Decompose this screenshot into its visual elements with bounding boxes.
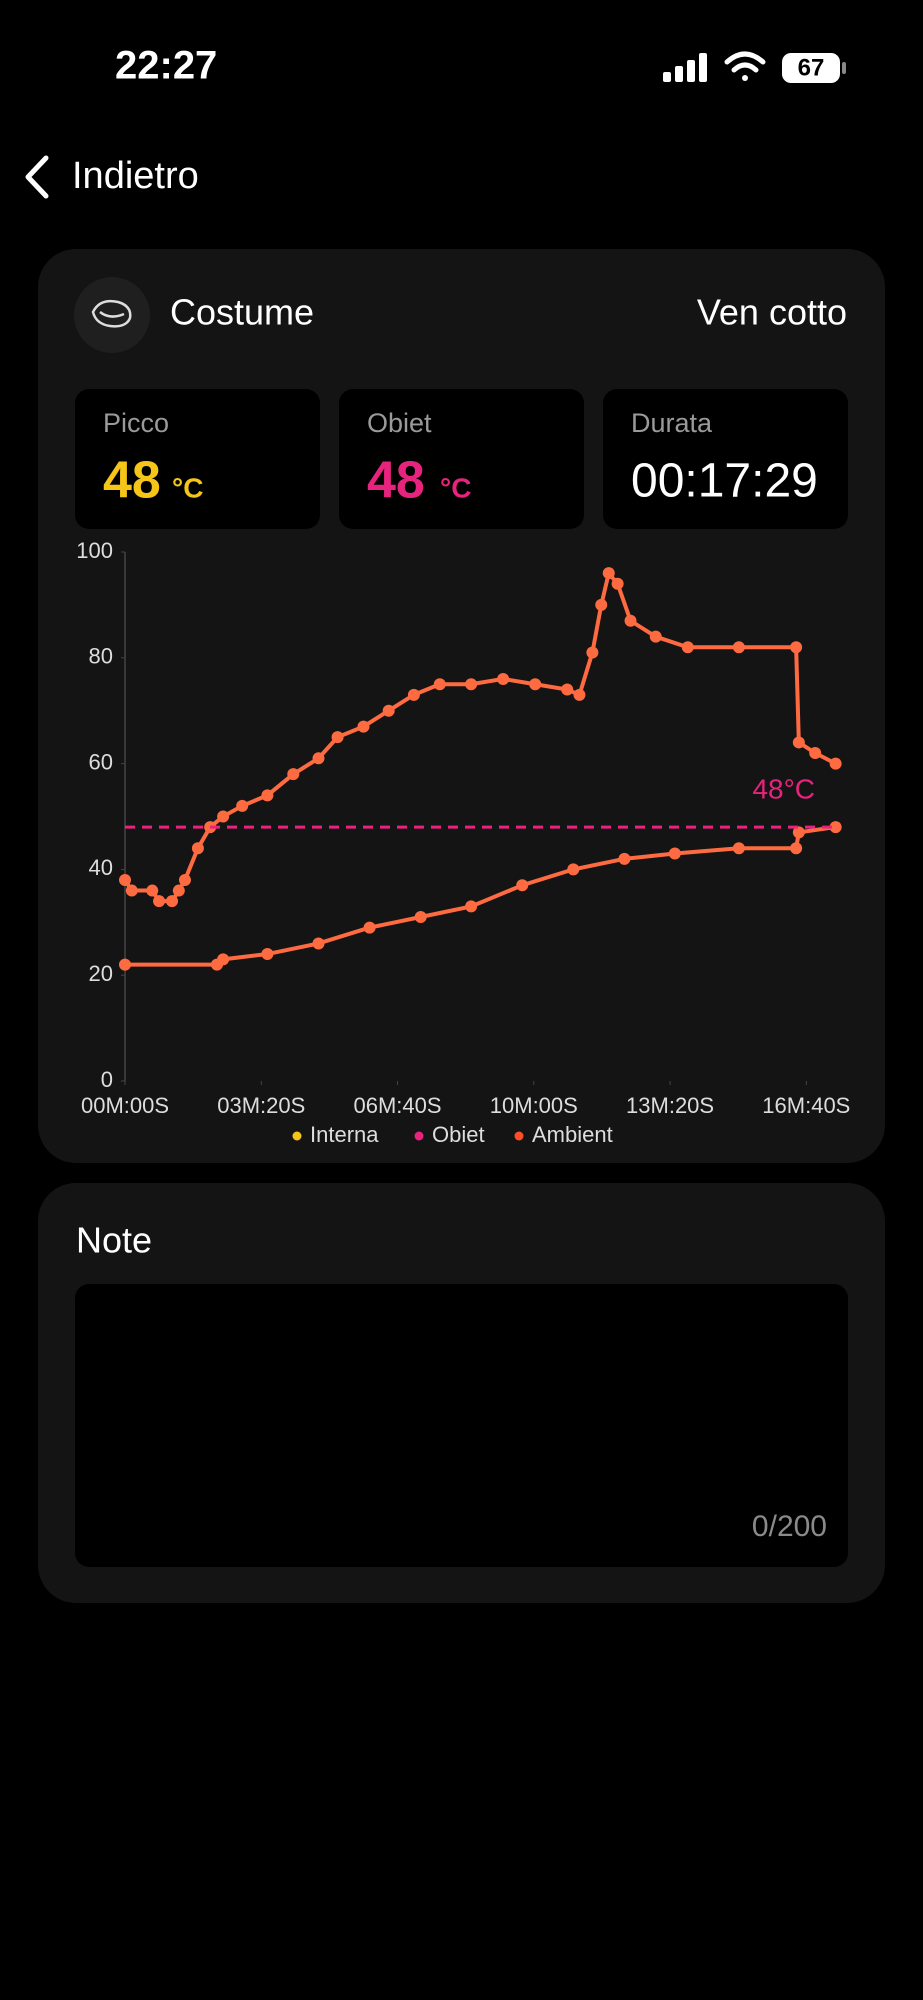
data-point bbox=[382, 704, 395, 717]
data-point bbox=[732, 842, 745, 855]
data-point bbox=[611, 577, 624, 590]
stat-value: 48 bbox=[103, 452, 161, 510]
data-point bbox=[217, 810, 230, 823]
data-point bbox=[681, 641, 694, 654]
data-point bbox=[191, 842, 204, 855]
data-point bbox=[166, 895, 179, 908]
data-point bbox=[146, 884, 159, 897]
legend-label: Interna bbox=[310, 1122, 379, 1147]
target-label: 48°C bbox=[752, 773, 815, 804]
meat-icon bbox=[91, 299, 132, 328]
stat-unit: °C bbox=[172, 472, 203, 503]
data-point bbox=[529, 678, 542, 691]
data-point bbox=[602, 567, 615, 580]
note-counter: 0/200 bbox=[752, 1510, 827, 1543]
y-tick-label: 20 bbox=[89, 961, 113, 986]
x-tick-label: 16M:40S bbox=[762, 1093, 850, 1118]
data-point bbox=[357, 720, 370, 733]
data-point bbox=[809, 747, 822, 760]
stat-value: 00:17:29 bbox=[631, 455, 818, 508]
data-point bbox=[618, 852, 631, 865]
data-point bbox=[261, 789, 274, 802]
card-title: Costume bbox=[170, 292, 314, 333]
clock: 22:27 bbox=[115, 44, 217, 88]
data-point bbox=[433, 678, 446, 691]
stat-box bbox=[75, 389, 320, 529]
data-point bbox=[119, 958, 131, 971]
data-point bbox=[561, 683, 574, 696]
series-line bbox=[125, 825, 836, 967]
y-tick-label: 100 bbox=[76, 538, 113, 563]
data-point bbox=[790, 641, 803, 654]
stat-unit: °C bbox=[440, 472, 471, 503]
stat-label: Durata bbox=[631, 408, 713, 438]
stat-value: 48 bbox=[367, 452, 425, 510]
data-point bbox=[595, 598, 608, 611]
data-point bbox=[407, 688, 420, 701]
data-point bbox=[586, 646, 599, 659]
data-point bbox=[624, 614, 637, 627]
data-point bbox=[790, 842, 803, 855]
meat-icon-bg bbox=[74, 277, 150, 353]
back-icon[interactable] bbox=[25, 155, 49, 199]
legend-dot bbox=[292, 1131, 302, 1141]
y-tick-label: 0 bbox=[101, 1067, 113, 1092]
data-point bbox=[573, 688, 586, 701]
data-point bbox=[497, 672, 510, 685]
signal-icon bbox=[663, 53, 707, 82]
y-tick-label: 60 bbox=[89, 749, 113, 774]
x-tick-label: 06M:40S bbox=[354, 1093, 442, 1118]
y-tick-label: 40 bbox=[89, 855, 113, 880]
wifi-icon bbox=[724, 51, 766, 81]
note-title: Note bbox=[76, 1220, 152, 1261]
battery-icon bbox=[782, 53, 840, 83]
card-state: Ven cotto bbox=[697, 292, 847, 333]
data-point bbox=[178, 873, 191, 886]
data-point bbox=[261, 948, 274, 961]
stat-label: Picco bbox=[103, 408, 169, 438]
x-tick-label: 03M:20S bbox=[217, 1093, 305, 1118]
y-tick-label: 80 bbox=[89, 644, 113, 669]
note-input[interactable] bbox=[75, 1284, 848, 1567]
data-point bbox=[414, 911, 427, 924]
data-point bbox=[331, 731, 344, 744]
data-point bbox=[649, 630, 662, 643]
legend-dot bbox=[414, 1131, 424, 1141]
stat-label: Obiet bbox=[367, 408, 432, 438]
data-point bbox=[792, 826, 805, 839]
chart: 0 20 40 60 80 100 00M:00S 03M:20S 06M:40S 10M:00S… bbox=[76, 538, 850, 1147]
stat-box bbox=[339, 389, 584, 529]
data-point bbox=[236, 799, 249, 812]
data-point bbox=[312, 752, 325, 765]
x-tick-label: 10M:00S bbox=[490, 1093, 578, 1118]
data-point bbox=[312, 937, 325, 950]
back-button[interactable]: Indietro bbox=[72, 155, 199, 197]
data-point bbox=[172, 884, 185, 897]
data-point bbox=[792, 736, 805, 749]
x-tick-label: 00M:00S bbox=[81, 1093, 169, 1118]
data-point bbox=[217, 953, 230, 966]
data-point bbox=[465, 900, 478, 913]
x-tick-label: 13M:20S bbox=[626, 1093, 714, 1118]
legend-label: Obiet bbox=[432, 1122, 485, 1147]
data-point bbox=[829, 821, 842, 834]
data-point bbox=[363, 921, 376, 934]
session-card bbox=[38, 249, 885, 1163]
battery-tip bbox=[842, 62, 846, 74]
data-point bbox=[125, 884, 138, 897]
data-point bbox=[567, 863, 580, 876]
data-point bbox=[119, 873, 131, 886]
data-point bbox=[516, 879, 529, 892]
data-point bbox=[732, 641, 745, 654]
legend-dot bbox=[514, 1131, 524, 1141]
data-point bbox=[153, 895, 166, 908]
battery-level: 67 bbox=[798, 54, 825, 81]
legend-label: Ambient bbox=[532, 1122, 613, 1147]
data-point bbox=[829, 757, 842, 770]
data-point bbox=[668, 847, 681, 860]
data-point bbox=[287, 768, 300, 781]
data-point bbox=[465, 678, 478, 691]
stat-box bbox=[603, 389, 848, 529]
